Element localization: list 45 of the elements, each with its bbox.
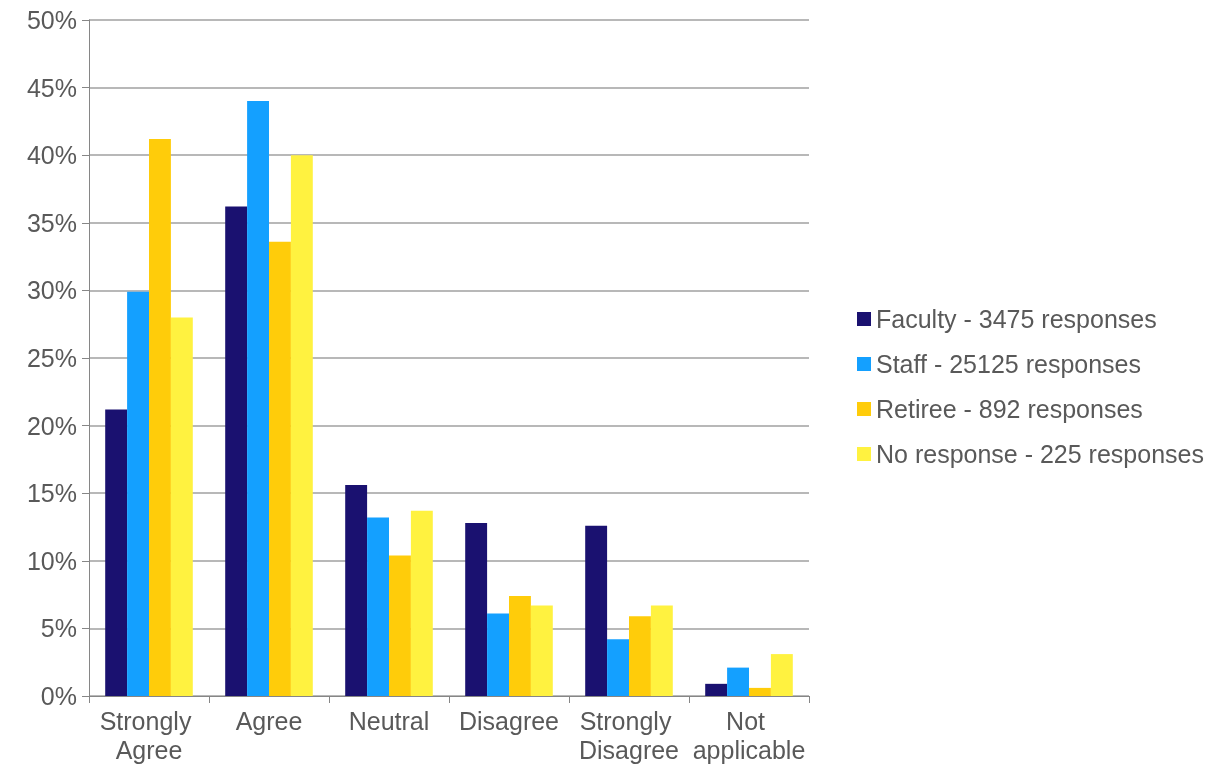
legend-label: No response - 225 responses bbox=[876, 440, 1204, 468]
bar bbox=[487, 613, 509, 696]
bar bbox=[247, 101, 269, 696]
bar bbox=[170, 317, 193, 696]
bar bbox=[345, 485, 368, 696]
bar bbox=[509, 595, 531, 696]
y-tick-label: 25% bbox=[26, 344, 77, 372]
y-tick-label: 30% bbox=[26, 276, 77, 305]
y-tick-label: 50% bbox=[26, 6, 77, 34]
bar bbox=[410, 510, 433, 696]
bar bbox=[367, 517, 389, 696]
bar bbox=[629, 616, 651, 696]
bar bbox=[127, 291, 149, 696]
bar bbox=[770, 654, 793, 696]
x-tick-label: Strongly Disagree bbox=[578, 706, 680, 764]
bar bbox=[585, 525, 608, 696]
bar bbox=[290, 155, 313, 696]
x-tick-label: Disagree bbox=[458, 706, 560, 735]
y-tick-label: 40% bbox=[26, 141, 77, 170]
y-tick-label: 45% bbox=[26, 73, 77, 102]
legend-label: Faculty - 3475 responses bbox=[876, 305, 1157, 333]
bar bbox=[105, 409, 128, 696]
y-tick-label: 10% bbox=[26, 546, 77, 575]
y-tick-label: 15% bbox=[26, 479, 77, 508]
y-tick-label: 5% bbox=[40, 614, 77, 643]
x-tick-label: Strongly Agree bbox=[99, 706, 199, 764]
legend-label: Retiree - 892 responses bbox=[876, 395, 1143, 423]
x-tick-label: Neutral bbox=[348, 706, 430, 735]
y-tick-label: 35% bbox=[26, 208, 77, 237]
bar bbox=[389, 555, 411, 696]
bar bbox=[465, 522, 488, 696]
bar bbox=[530, 605, 553, 696]
y-tick-label: 20% bbox=[26, 411, 77, 440]
bar bbox=[705, 683, 728, 696]
legend-label: Staff - 25125 responses bbox=[876, 350, 1141, 378]
bar bbox=[650, 605, 673, 696]
bar bbox=[149, 138, 171, 696]
x-tick-label: Not applicable bbox=[692, 706, 806, 764]
bar bbox=[607, 639, 629, 696]
bar bbox=[225, 206, 248, 696]
bar bbox=[749, 687, 771, 696]
x-tick-label: Agree bbox=[235, 706, 303, 735]
bar bbox=[727, 667, 749, 696]
bar bbox=[269, 241, 291, 696]
y-tick-label: 0% bbox=[40, 682, 77, 710]
